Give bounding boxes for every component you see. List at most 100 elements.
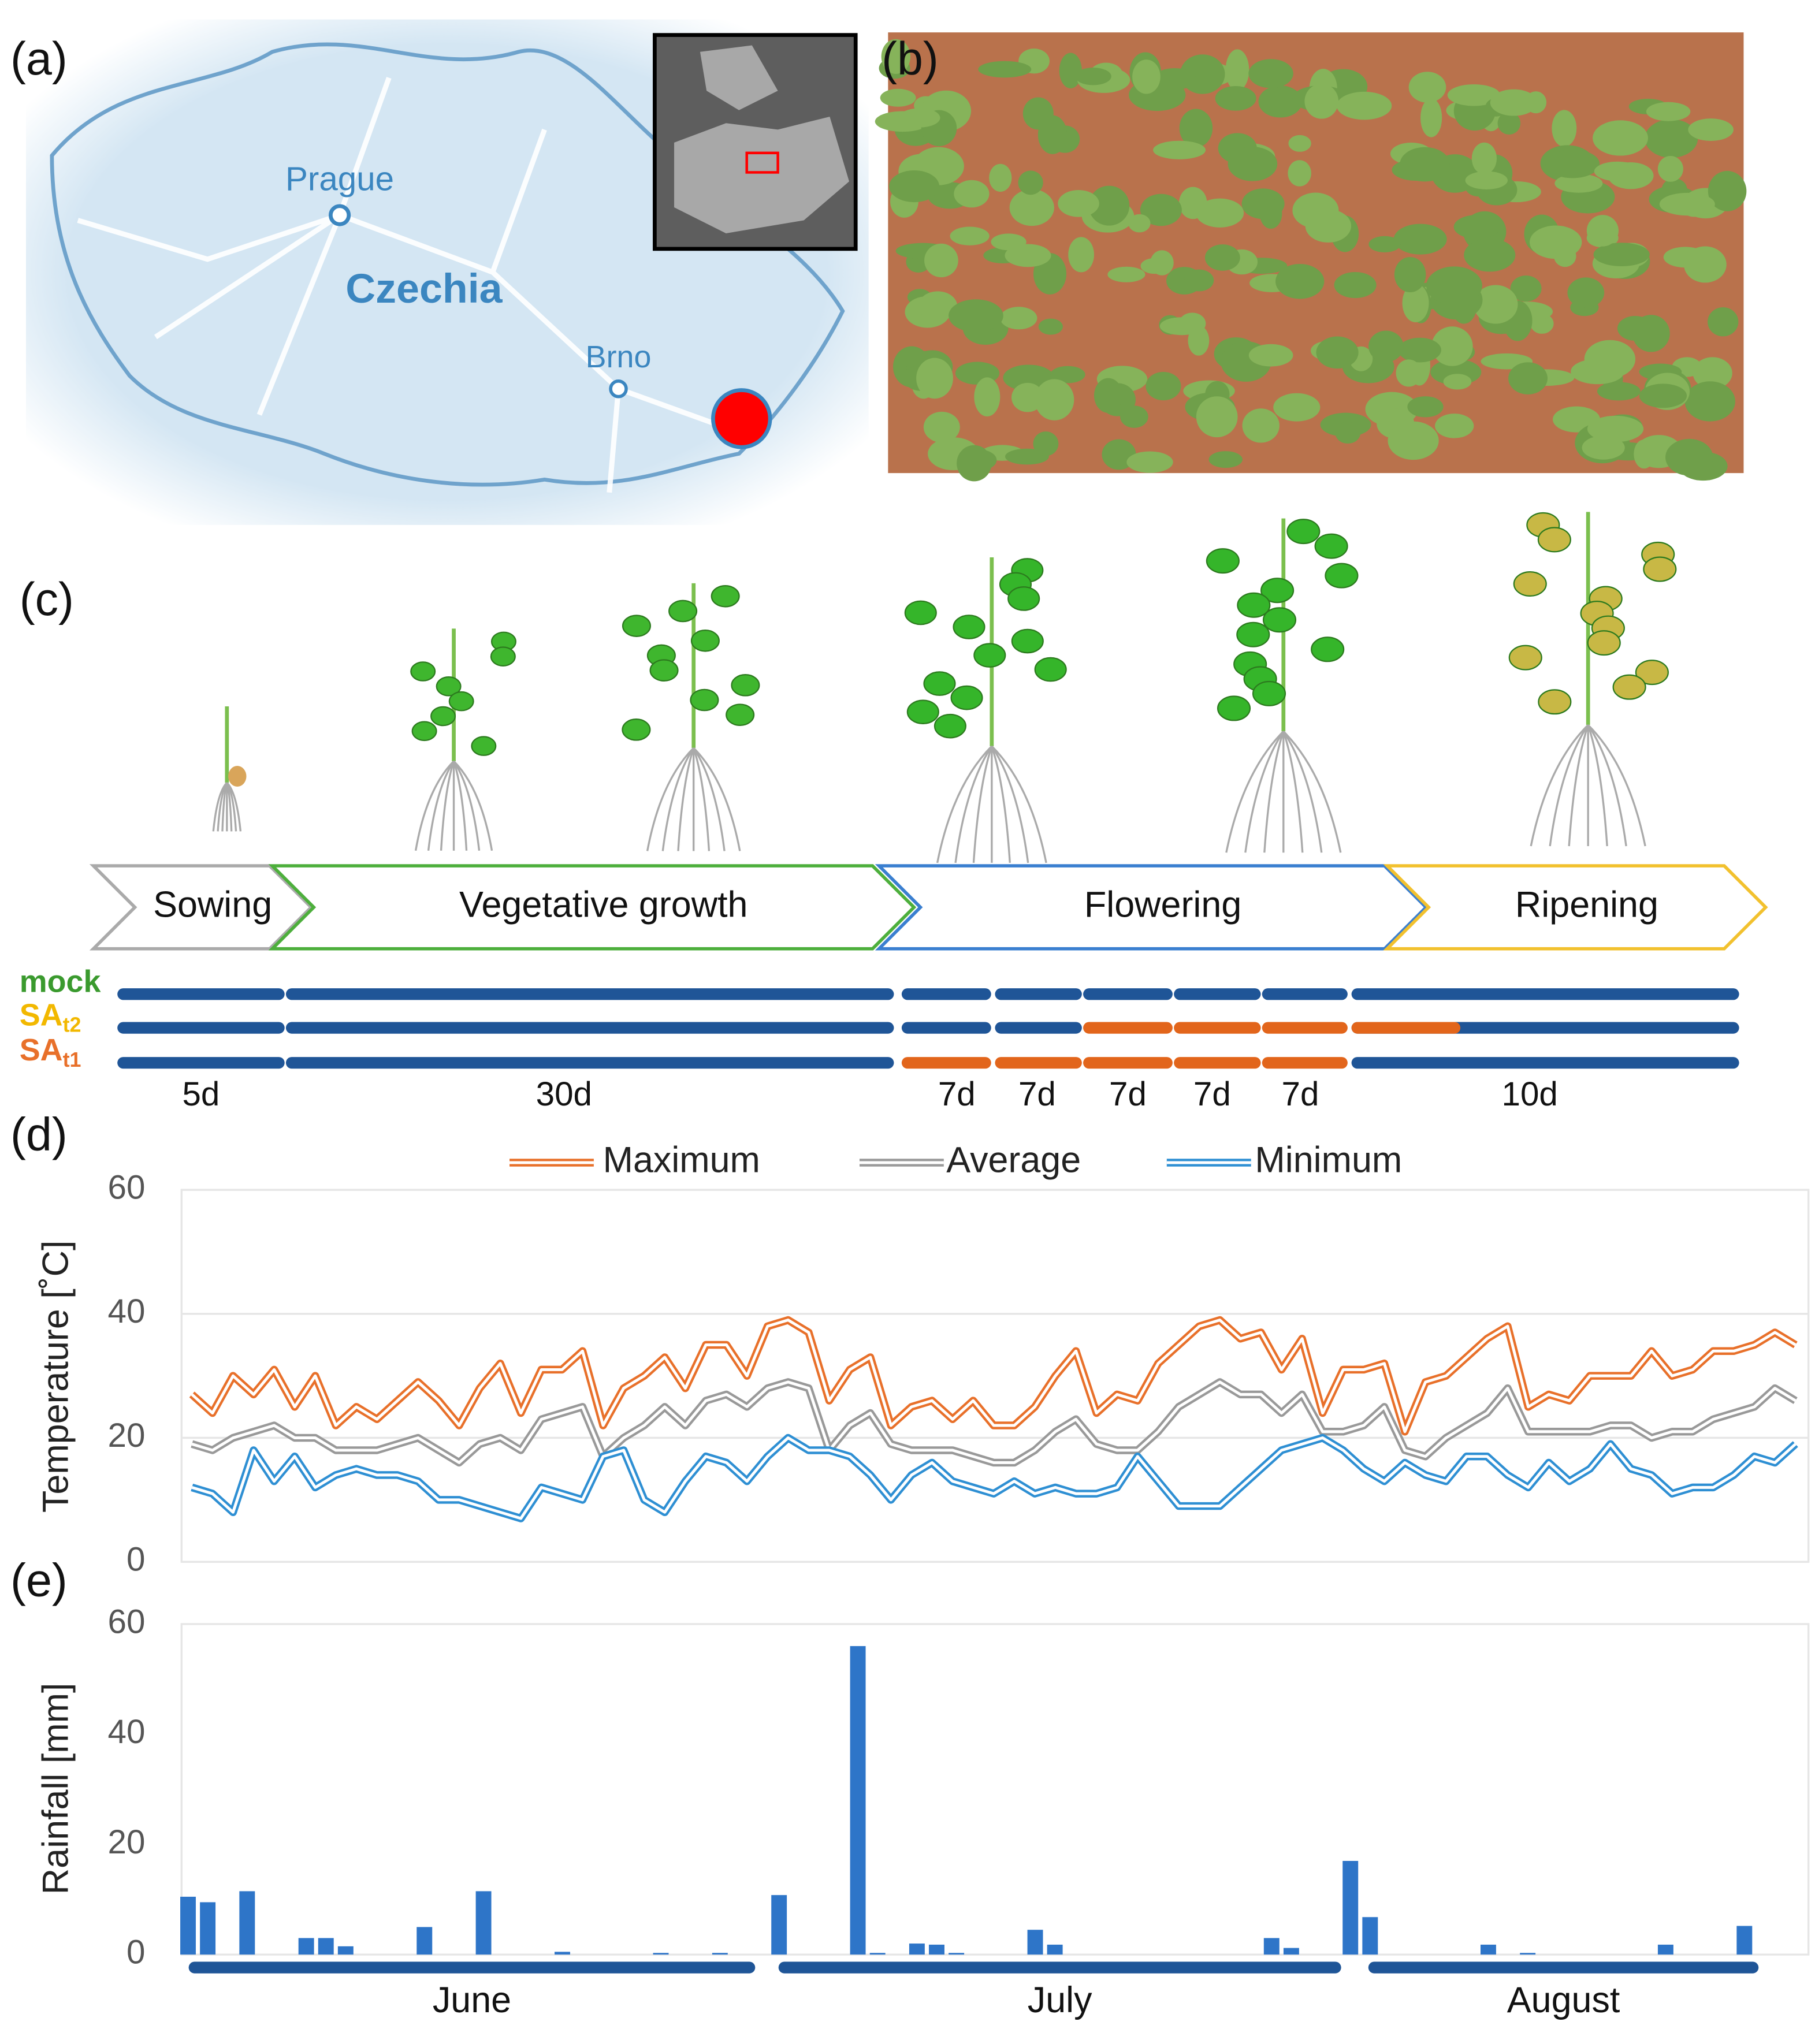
plant-blob	[1336, 91, 1392, 120]
leaf	[1635, 660, 1669, 686]
root	[646, 747, 694, 851]
bar	[337, 1946, 354, 1955]
plant-blob	[1394, 256, 1426, 293]
duration-label: 7d	[938, 1075, 976, 1113]
plant-blob	[1435, 414, 1474, 438]
plant-blob	[1335, 422, 1361, 444]
city-label: Prague	[285, 161, 394, 198]
plant-blob	[1426, 266, 1482, 306]
panel-label: (c)	[20, 574, 74, 626]
root	[453, 760, 493, 851]
plant-blob	[954, 180, 990, 208]
treatment-label: SAt2	[20, 998, 81, 1037]
root	[972, 746, 993, 863]
plant-blob	[1464, 238, 1516, 272]
plant-blob	[881, 39, 911, 74]
series-line-inner	[191, 1380, 1797, 1464]
plant-blob	[1228, 147, 1278, 181]
plant-blob	[1178, 312, 1206, 334]
plant-blob	[924, 243, 958, 278]
root	[991, 745, 1047, 863]
plant-blob	[1184, 269, 1214, 292]
panel-label: (e)	[10, 1555, 68, 1607]
root	[693, 747, 711, 851]
plant-blob	[1126, 451, 1173, 473]
plant-illustrations	[212, 512, 1677, 863]
plant-blob	[1645, 119, 1698, 158]
leaf	[1237, 592, 1271, 618]
series-line-inner	[191, 1319, 1797, 1434]
plant-blob	[949, 299, 1003, 332]
leaf	[906, 699, 939, 724]
leaf	[1513, 571, 1547, 597]
root	[693, 747, 741, 851]
plant-blob	[1453, 215, 1501, 239]
duration-label: 7d	[1193, 1075, 1231, 1113]
plant-blob	[1431, 326, 1473, 366]
root	[1225, 731, 1284, 853]
bar	[1283, 1948, 1299, 1955]
leaf	[430, 706, 456, 727]
treatment-subscript: t2	[63, 1014, 81, 1037]
bar	[1480, 1944, 1496, 1955]
border	[50, 42, 845, 487]
leaf	[953, 615, 985, 639]
plant-blob	[1050, 366, 1085, 384]
plant-blob	[899, 108, 940, 128]
plant-blob	[1659, 192, 1715, 216]
plant-blob	[1259, 198, 1282, 229]
plant-blob	[1388, 421, 1439, 460]
plant-blob	[1657, 156, 1683, 182]
root	[991, 746, 1029, 863]
country-label: Czechia	[345, 266, 503, 312]
bar	[416, 1927, 433, 1955]
plant-blob	[1407, 396, 1444, 418]
plant-blob	[1393, 224, 1447, 255]
leaf	[1034, 657, 1067, 682]
plant-blob	[1497, 111, 1521, 135]
bar	[180, 1897, 196, 1955]
plant-blob	[1545, 149, 1600, 178]
leaf	[1286, 519, 1321, 545]
root	[1282, 731, 1304, 853]
plant-blob	[1447, 84, 1501, 106]
plant-blob	[1128, 214, 1151, 233]
treatment-subscript: t1	[63, 1048, 81, 1071]
leaf	[1260, 578, 1295, 604]
plant-blob	[1058, 190, 1099, 217]
plant-blob	[1145, 371, 1181, 401]
stage-arrow	[875, 864, 1429, 951]
plant-blob	[1258, 85, 1303, 118]
stage-label: Sowing	[153, 884, 272, 925]
leaf	[436, 676, 462, 697]
plant-blob	[1597, 382, 1641, 401]
leaf	[411, 721, 437, 742]
month-label: July	[1028, 1980, 1092, 2020]
plant-blob	[1593, 120, 1648, 156]
map: Prague Czechia Brno	[25, 19, 869, 525]
leaf	[1325, 563, 1359, 589]
y-tick-label: 20	[108, 1823, 146, 1861]
plant-blob	[1196, 396, 1238, 438]
plant-blob	[1068, 237, 1095, 273]
plant-blob	[1215, 85, 1256, 111]
plot-frame	[180, 1189, 1810, 1563]
plant-blob	[1639, 384, 1687, 408]
plant-blob	[1140, 258, 1169, 274]
plant-blob	[1471, 142, 1497, 174]
plant-blob	[1074, 68, 1111, 85]
y-tick-label: 20	[108, 1417, 146, 1454]
plant-blob	[1088, 185, 1130, 226]
plant-blob	[1396, 359, 1422, 387]
leaf	[622, 615, 651, 637]
plant-blob	[957, 445, 992, 482]
leaf	[950, 685, 983, 710]
root	[453, 761, 481, 851]
bar	[929, 1944, 944, 1955]
stage-timeline: Sowing Vegetative growth Flowering Ripening	[89, 864, 1768, 951]
y-tick-label: 40	[108, 1293, 146, 1330]
plant-blob	[1009, 189, 1054, 226]
treatment-name: SA	[20, 1033, 63, 1067]
root	[661, 747, 695, 851]
